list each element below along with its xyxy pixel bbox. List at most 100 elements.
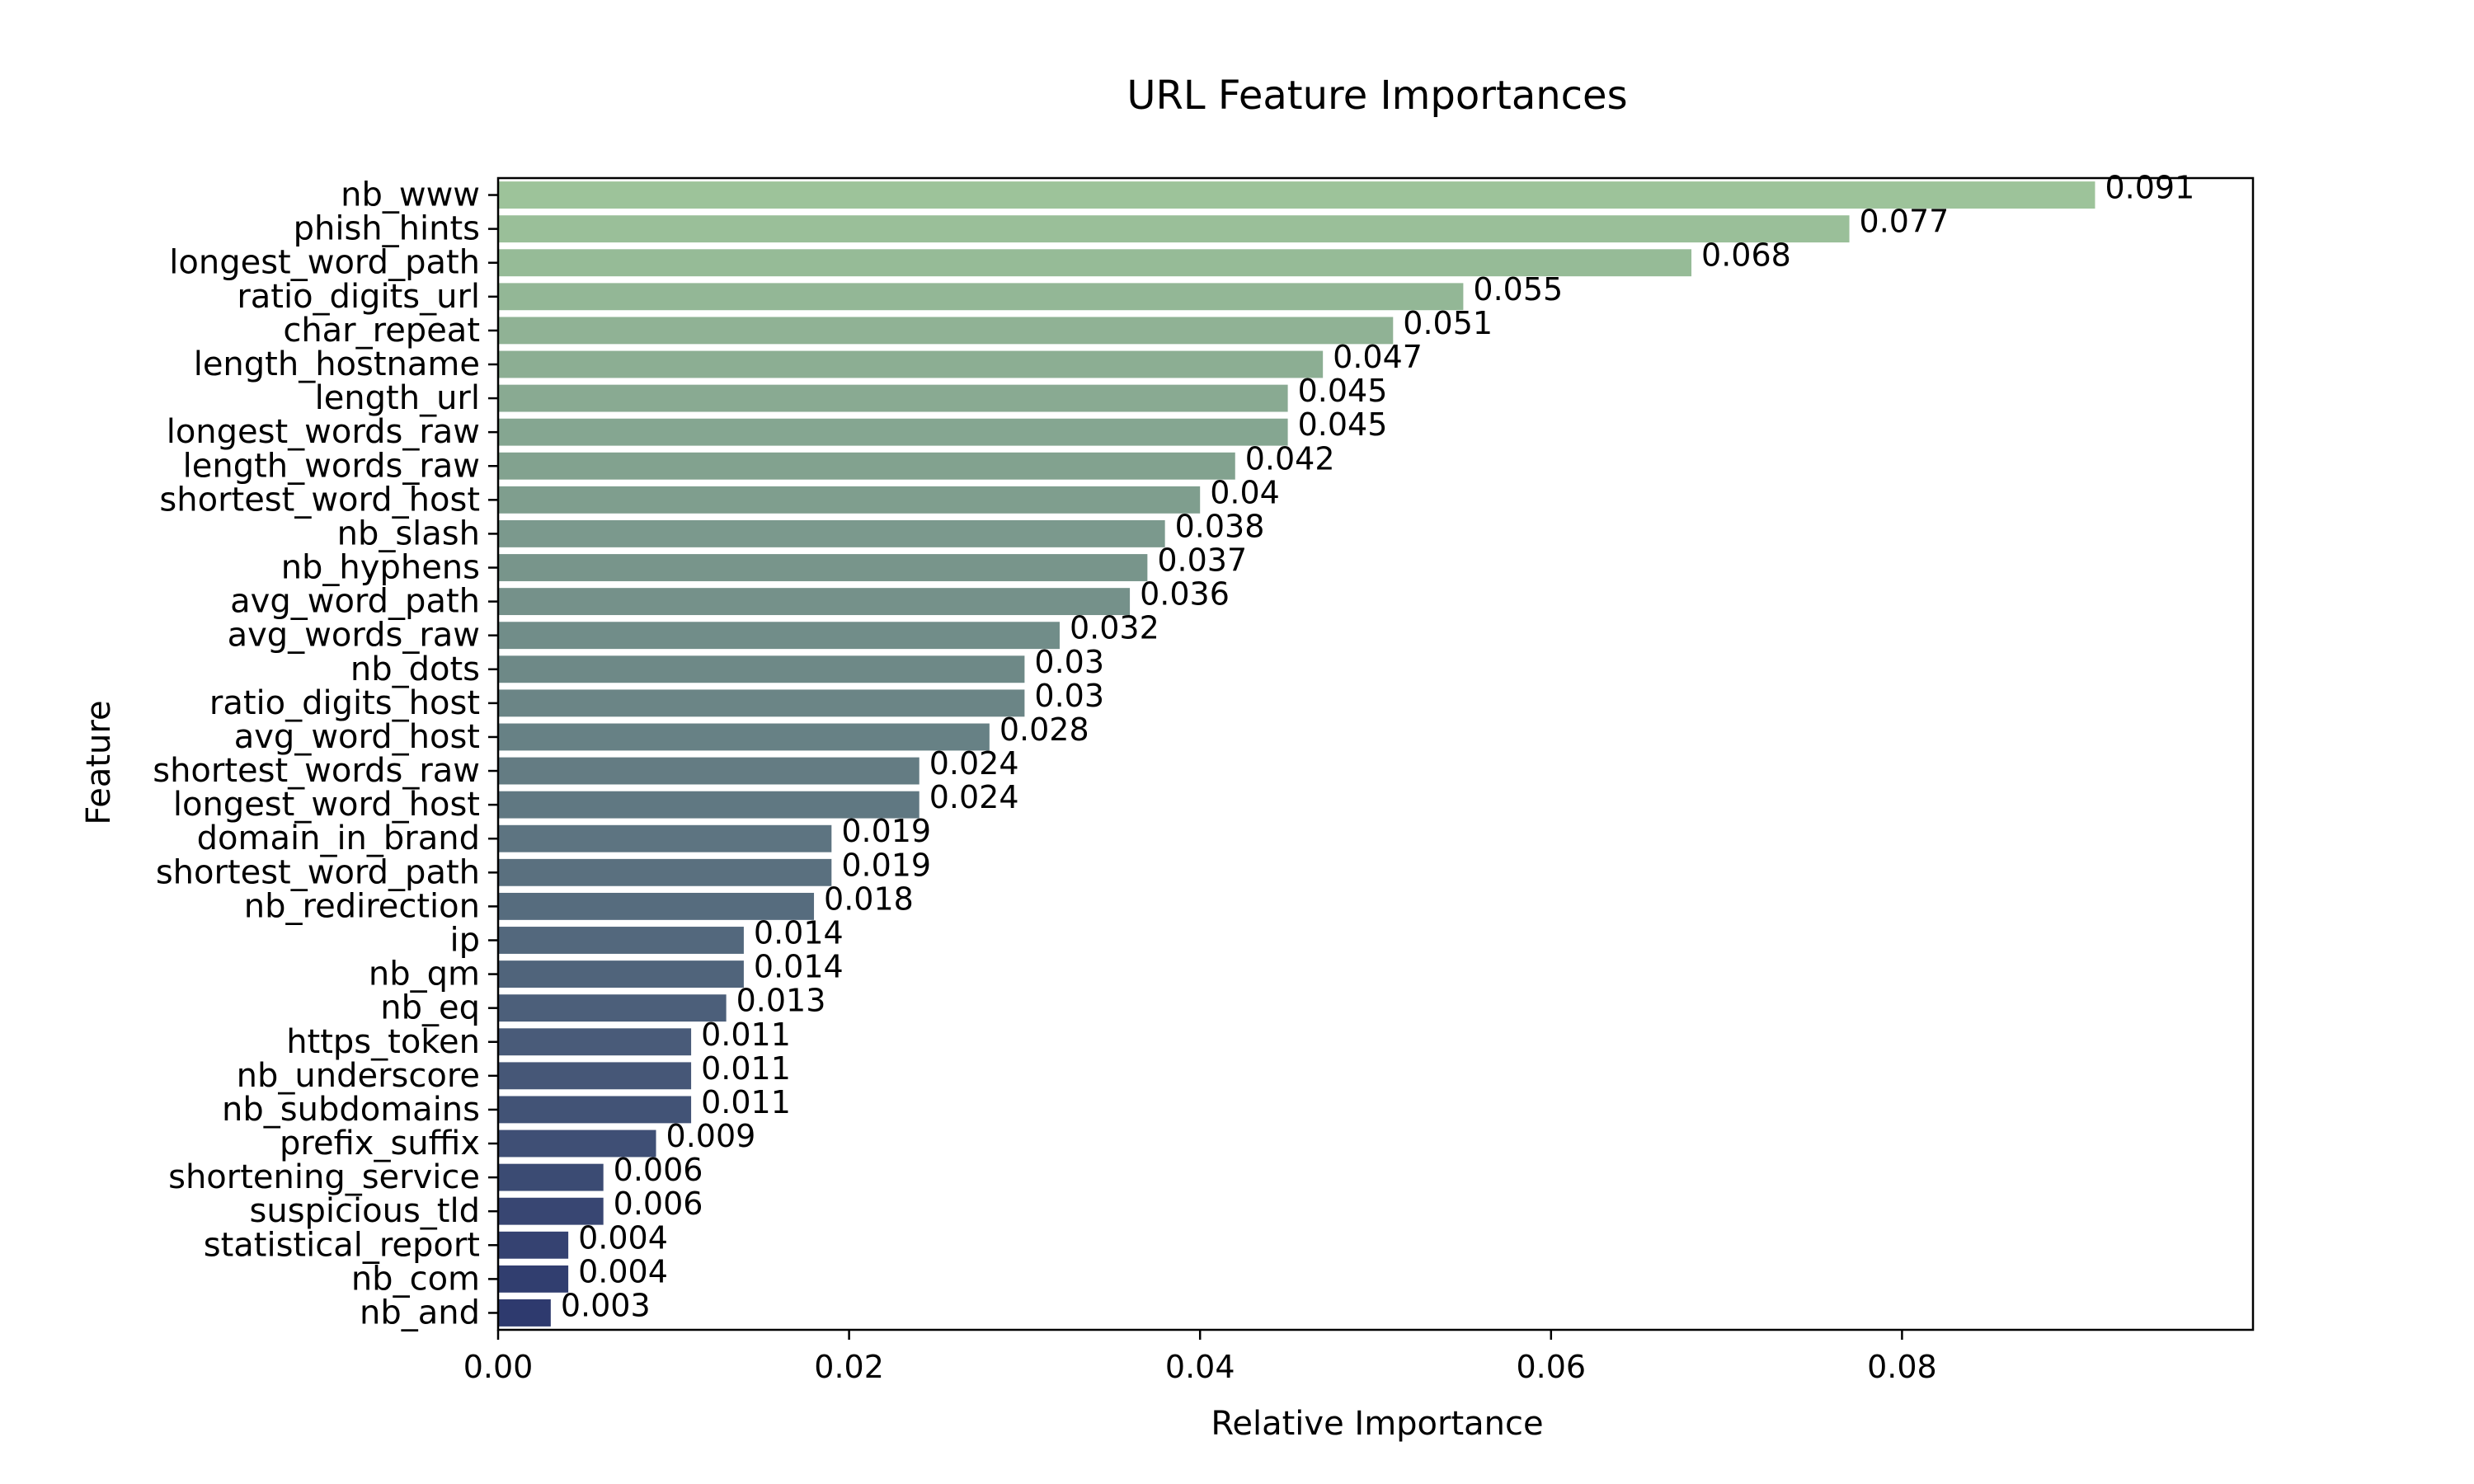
data-label: 0.032 [1070,610,1159,646]
bar-nb-hyphens [498,554,1148,581]
category-label: avg_words_raw [228,617,480,655]
bar-length-hostname [498,350,1324,378]
bar-nb-www [498,181,2095,209]
bar-statistical-report [498,1231,569,1259]
x-axis-label: Relative Importance [1211,1405,1543,1443]
data-label: 0.011 [701,1017,791,1053]
category-label: prefix_suffix [280,1125,480,1162]
x-tick-label: 0.02 [814,1349,884,1385]
bar-prefix-suffix [498,1129,656,1158]
bar-nb-and [498,1299,551,1327]
category-label: shortest_word_host [159,481,480,519]
data-label: 0.068 [1701,237,1791,274]
category-label: shortening_service [168,1158,480,1196]
data-label: 0.006 [614,1152,703,1188]
bar-shortest-word-path [498,858,832,886]
category-label: ratio_digits_host [209,684,480,722]
category-label: suspicious_tld [250,1192,481,1230]
bar-shortest-words-raw [498,757,920,785]
data-label: 0.011 [701,1050,791,1087]
data-label: 0.051 [1403,305,1493,341]
bar-suspicious-tld [498,1197,604,1225]
data-label: 0.036 [1140,576,1230,613]
data-label: 0.014 [754,914,844,951]
data-label: 0.045 [1298,406,1388,443]
bar-longest-words-raw [498,418,1288,446]
category-label: phish_hints [294,210,480,248]
bar-nb-subdomains [498,1096,692,1124]
category-label: nb_qm [369,956,480,993]
data-label: 0.024 [929,745,1019,782]
bar-nb-com [498,1265,569,1293]
data-label: 0.03 [1034,678,1104,714]
bar-avg-word-host [498,723,990,751]
chart-title: URL Feature Importances [1126,73,1627,119]
bar-char-repeat [498,317,1394,345]
bar-shortening-service [498,1163,604,1191]
bar-avg-words-raw [498,622,1060,650]
data-label: 0.013 [736,983,826,1019]
bar-longest-word-host [498,791,920,819]
bar-https-token [498,1028,692,1056]
data-label: 0.004 [578,1253,668,1289]
category-label: statistical_report [204,1226,480,1264]
x-ticks-group: 0.00 0.02 0.04 0.06 0.08 [463,1330,1937,1385]
bar-nb-slash [498,519,1165,547]
x-tick-label: 0.06 [1516,1349,1586,1385]
category-label: longest_word_path [169,244,480,282]
data-label: 0.028 [999,711,1089,748]
data-label: 0.03 [1034,644,1104,680]
data-label: 0.091 [2105,170,2194,206]
category-label: nb_www [341,176,480,214]
data-labels-group: 0.0910.0770.0680.0550.0510.0470.0450.045… [561,170,2194,1324]
bar-length-words-raw [498,452,1235,480]
data-label: 0.037 [1157,542,1247,579]
data-label: 0.019 [841,847,931,883]
category-label: nb_redirection [244,887,480,925]
data-label: 0.077 [1860,204,1950,240]
category-label: domain_in_brand [197,819,480,857]
data-label: 0.024 [929,779,1019,815]
category-label: longest_word_host [173,786,480,824]
data-label: 0.055 [1473,271,1563,308]
y-axis-label: Feature [80,700,118,824]
bar-length-url [498,384,1288,412]
bar-nb-redirection [498,892,815,920]
data-label: 0.04 [1210,474,1280,510]
category-label: nb_slash [337,514,480,552]
category-label: nb_eq [380,989,480,1027]
category-label: nb_com [351,1260,480,1298]
bar-domain-in-brand [498,824,832,852]
category-label: nb_and [360,1294,480,1331]
category-label: nb_dots [350,650,480,688]
data-label: 0.018 [824,881,914,917]
bar-nb-eq [498,994,727,1022]
data-label: 0.014 [754,949,844,985]
category-label: shortest_word_path [156,853,480,891]
data-label: 0.045 [1298,373,1388,409]
data-label: 0.011 [701,1084,791,1120]
data-label: 0.042 [1245,440,1335,477]
bar-ratio-digits-host [498,689,1025,717]
data-label: 0.004 [578,1219,668,1256]
category-label: https_token [286,1023,480,1061]
bar-shortest-word-host [498,486,1201,514]
bar-nb-underscore [498,1062,692,1090]
category-label: shortest_words_raw [153,752,480,790]
category-label: char_repeat [283,312,480,350]
category-label: avg_word_path [230,583,480,621]
bar-phish-hints [498,215,1850,243]
category-label: ratio_digits_url [237,278,480,316]
plot-frame [496,176,2255,1331]
x-tick-label: 0.08 [1867,1349,1937,1385]
category-label: avg_word_host [234,718,480,756]
data-label: 0.019 [841,813,931,849]
category-label: ip [449,921,480,959]
bar-nb-dots [498,655,1025,683]
bar-avg-word-path [498,588,1131,616]
category-label: longest_words_raw [167,413,480,451]
data-label: 0.006 [614,1186,703,1222]
bar-ip [498,927,744,954]
bar-nb-qm [498,960,744,989]
